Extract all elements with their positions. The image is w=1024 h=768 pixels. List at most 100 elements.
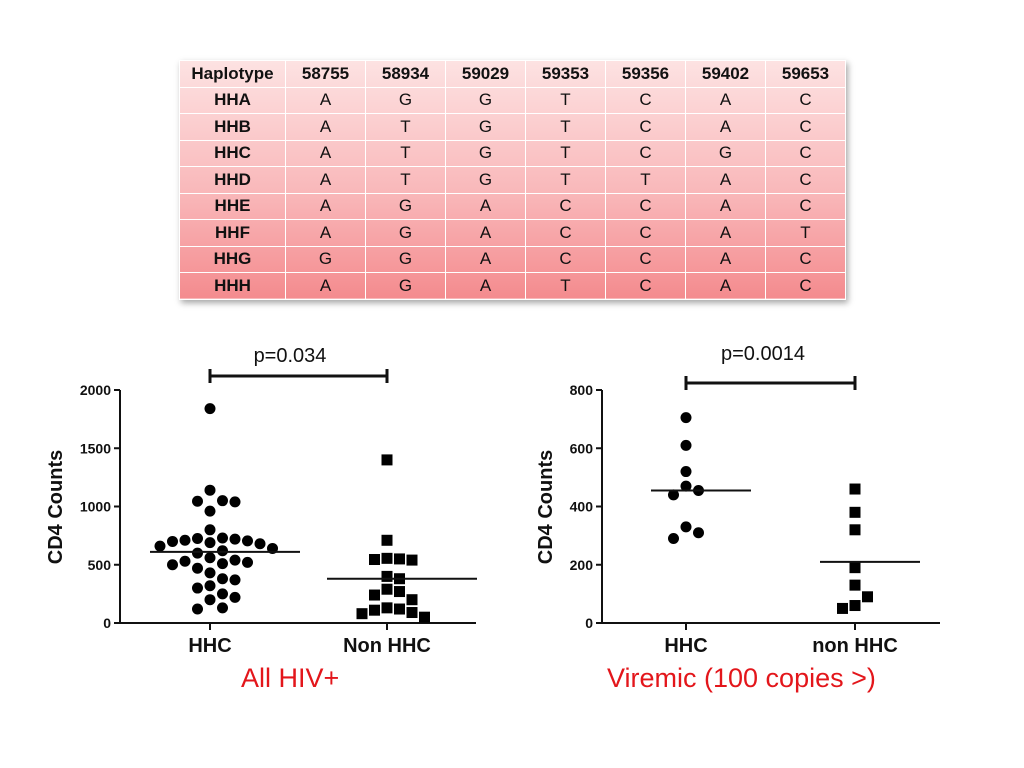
- data-point-square: [419, 611, 430, 623]
- row-label: HHE: [179, 192, 286, 220]
- column-header: 58934: [365, 60, 446, 88]
- data-point-circle: [217, 558, 228, 570]
- data-point-circle: [217, 573, 228, 585]
- table-cell: A: [285, 192, 366, 220]
- table-cell: A: [685, 166, 766, 194]
- y-tick-label: 1500: [80, 440, 111, 456]
- table-cell: A: [285, 272, 366, 300]
- x-tick-label: Non HHC: [343, 635, 431, 657]
- data-point-circle: [680, 521, 692, 533]
- table-cell: A: [445, 245, 526, 273]
- table-header-row: Haplotype 58755 58934 59029 59353 59356 …: [179, 60, 846, 88]
- column-header: Haplotype: [179, 60, 286, 88]
- data-point-circle: [680, 466, 692, 478]
- data-point-circle: [167, 559, 178, 571]
- data-point-square: [394, 603, 405, 615]
- table-cell: T: [765, 219, 846, 247]
- table-cell: G: [685, 139, 766, 167]
- p-value-label: p=0.034: [254, 345, 327, 367]
- data-point-circle: [204, 594, 216, 606]
- table-cell: G: [445, 139, 526, 167]
- table-cell: A: [685, 272, 766, 300]
- x-tick-label: HHC: [664, 635, 707, 657]
- y-tick-label: 0: [103, 615, 111, 631]
- table-cell: G: [365, 219, 446, 247]
- y-tick-label: 200: [570, 557, 594, 573]
- data-point-circle: [229, 533, 241, 545]
- table-cell: A: [685, 219, 766, 247]
- data-point-circle: [204, 567, 216, 579]
- data-point-circle: [192, 547, 203, 559]
- data-point-circle: [192, 582, 203, 594]
- data-point-circle: [204, 524, 216, 536]
- table-row: HHF A G A C C A T: [179, 219, 846, 247]
- table-cell: C: [525, 192, 606, 220]
- data-point-circle: [217, 495, 228, 507]
- y-tick-label: 400: [570, 499, 594, 515]
- caption-all-hiv: All HIV+: [241, 663, 340, 693]
- table-cell: G: [365, 272, 446, 300]
- data-point-circle: [204, 403, 216, 415]
- data-point-circle: [229, 554, 241, 566]
- data-point-circle: [204, 484, 216, 496]
- data-point-circle: [229, 591, 241, 603]
- caption-viremic: Viremic (100 copies >): [607, 663, 876, 693]
- data-point-circle: [192, 533, 203, 545]
- row-label: HHA: [179, 86, 286, 114]
- data-point-circle: [179, 555, 191, 567]
- table-cell: T: [605, 166, 686, 194]
- table-cell: T: [365, 113, 446, 141]
- row-label: HHB: [179, 113, 286, 141]
- data-point-square: [849, 600, 861, 612]
- data-point-circle: [217, 532, 228, 544]
- data-point-circle: [217, 588, 228, 600]
- data-point-circle: [204, 505, 216, 517]
- table-cell: C: [765, 192, 846, 220]
- table-cell: A: [685, 245, 766, 273]
- table-cell: G: [365, 86, 446, 114]
- table-cell: A: [285, 166, 366, 194]
- table-cell: T: [525, 166, 606, 194]
- haplotype-table: Haplotype 58755 58934 59029 59353 59356 …: [179, 60, 846, 300]
- table-cell: T: [525, 272, 606, 300]
- table-cell: T: [525, 139, 606, 167]
- data-point-square: [356, 608, 368, 620]
- column-header: 59353: [525, 60, 606, 88]
- y-axis-title: CD4 Counts: [535, 450, 557, 564]
- x-tick-label: non HHC: [812, 635, 898, 657]
- y-axis-title: CD4 Counts: [45, 450, 67, 564]
- data-point-circle: [167, 535, 178, 547]
- p-value-label: p=0.0014: [721, 343, 805, 365]
- data-point-circle: [154, 540, 166, 552]
- table-cell: A: [685, 113, 766, 141]
- x-tick-label: HHC: [188, 635, 231, 657]
- y-tick-label: 0: [585, 615, 593, 631]
- data-point-circle: [192, 562, 203, 574]
- table-cell: C: [765, 272, 846, 300]
- table-cell: A: [285, 86, 366, 114]
- data-point-square: [849, 562, 861, 574]
- data-point-square: [381, 552, 393, 564]
- data-point-square: [394, 586, 405, 598]
- table-cell: C: [605, 219, 686, 247]
- data-point-square: [369, 589, 380, 601]
- data-point-circle: [680, 480, 692, 492]
- data-point-circle: [668, 533, 679, 545]
- table-cell: C: [765, 166, 846, 194]
- table-cell: C: [765, 113, 846, 141]
- data-point-circle: [229, 574, 241, 586]
- data-point-square: [849, 524, 861, 536]
- data-point-circle: [680, 412, 692, 424]
- table-row: HHE A G A C C A C: [179, 192, 846, 220]
- y-tick-label: 1000: [80, 499, 111, 515]
- table-cell: C: [605, 192, 686, 220]
- row-label: HHC: [179, 139, 286, 167]
- data-point-circle: [242, 556, 253, 568]
- y-tick-label: 600: [570, 440, 594, 456]
- table-row: HHD A T G T T A C: [179, 166, 846, 194]
- table-cell: A: [445, 192, 526, 220]
- table-cell: A: [685, 86, 766, 114]
- table-cell: C: [765, 139, 846, 167]
- data-point-square: [381, 454, 393, 466]
